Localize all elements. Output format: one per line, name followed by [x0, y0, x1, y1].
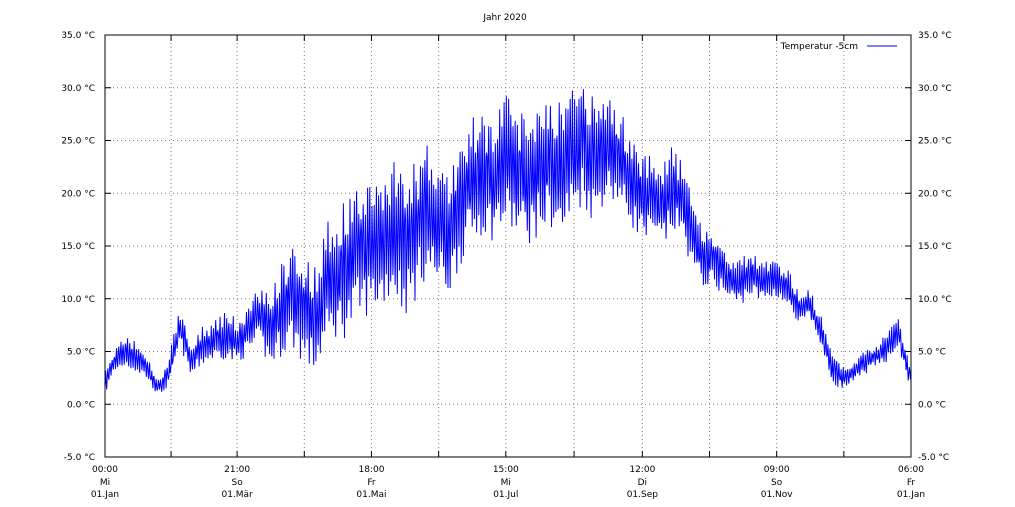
x-tick-date: 01.Jul [493, 490, 518, 500]
x-tick-weekday: Fr [907, 478, 916, 488]
x-tick-date: 01.Sep [627, 490, 659, 500]
y-tick-label-left: 15.0 °C [61, 242, 95, 252]
x-tick-date: 01.Jan [91, 490, 119, 500]
x-tick-weekday: Mi [501, 478, 511, 488]
x-tick-time: 12:00 [629, 465, 655, 475]
x-tick-weekday: So [771, 478, 783, 488]
plot-frame [104, 34, 912, 458]
y-tick-label-left: 20.0 °C [61, 189, 95, 199]
grid [105, 35, 911, 457]
y-axis-right: -5.0 °C 0.0 °C 5.0 °C 10.0 °C 15.0 °C 20.0 °C… [905, 31, 952, 463]
x-tick-time: 15:00 [493, 465, 519, 475]
y-tick-label-right: 20.0 °C [918, 189, 952, 199]
x-tick-time: 21:00 [224, 465, 250, 475]
y-tick-label-left: 10.0 °C [61, 295, 95, 305]
x-tick-time: 09:00 [764, 465, 790, 475]
y-tick-label-right: 0.0 °C [918, 400, 946, 410]
chart-title: Jahr 2020 [482, 13, 527, 23]
x-tick-date: 01.Nov [761, 490, 794, 500]
y-tick-label-right: 15.0 °C [918, 242, 952, 252]
x-tick-weekday: Mi [100, 478, 110, 488]
x-tick-weekday: Fr [367, 478, 376, 488]
y-tick-label-right: 5.0 °C [918, 348, 946, 358]
x-axis: 00:00 Mi 01.Jan 21:00 So 01.Mär 18:00 Fr 01.Mai 1… [91, 35, 925, 500]
x-tick-weekday: So [232, 478, 244, 488]
legend: Temperatur -5cm [780, 42, 897, 52]
x-tick-time: 18:00 [358, 465, 384, 475]
legend-label: Temperatur -5cm [780, 42, 858, 52]
plot-area [104, 89, 912, 392]
y-tick-label-right: 35.0 °C [918, 31, 952, 41]
x-tick-date: 01.Mai [356, 490, 386, 500]
x-tick-date: 01.Jan [897, 490, 925, 500]
y-axis-left: -5.0 °C 0.0 °C 5.0 °C 10.0 °C 15.0 °C 20.0 °C… [61, 31, 111, 463]
y-tick-label-left: -5.0 °C [64, 453, 95, 463]
x-tick-date: 01.Mär [221, 490, 253, 500]
x-tick-time: 00:00 [92, 465, 118, 475]
y-tick-label-left: 0.0 °C [67, 400, 95, 410]
x-tick-time: 06:00 [898, 465, 924, 475]
temperature-series-line [104, 89, 912, 392]
y-tick-label-right: 25.0 °C [918, 137, 952, 147]
x-tick-weekday: Di [638, 478, 647, 488]
y-tick-label-left: 25.0 °C [61, 137, 95, 147]
y-tick-label-left: 5.0 °C [67, 348, 95, 358]
y-tick-label-right: -5.0 °C [918, 453, 949, 463]
y-tick-label-left: 35.0 °C [61, 31, 95, 41]
y-tick-label-right: 10.0 °C [918, 295, 952, 305]
y-tick-label-left: 30.0 °C [61, 84, 95, 94]
y-tick-label-right: 30.0 °C [918, 84, 952, 94]
